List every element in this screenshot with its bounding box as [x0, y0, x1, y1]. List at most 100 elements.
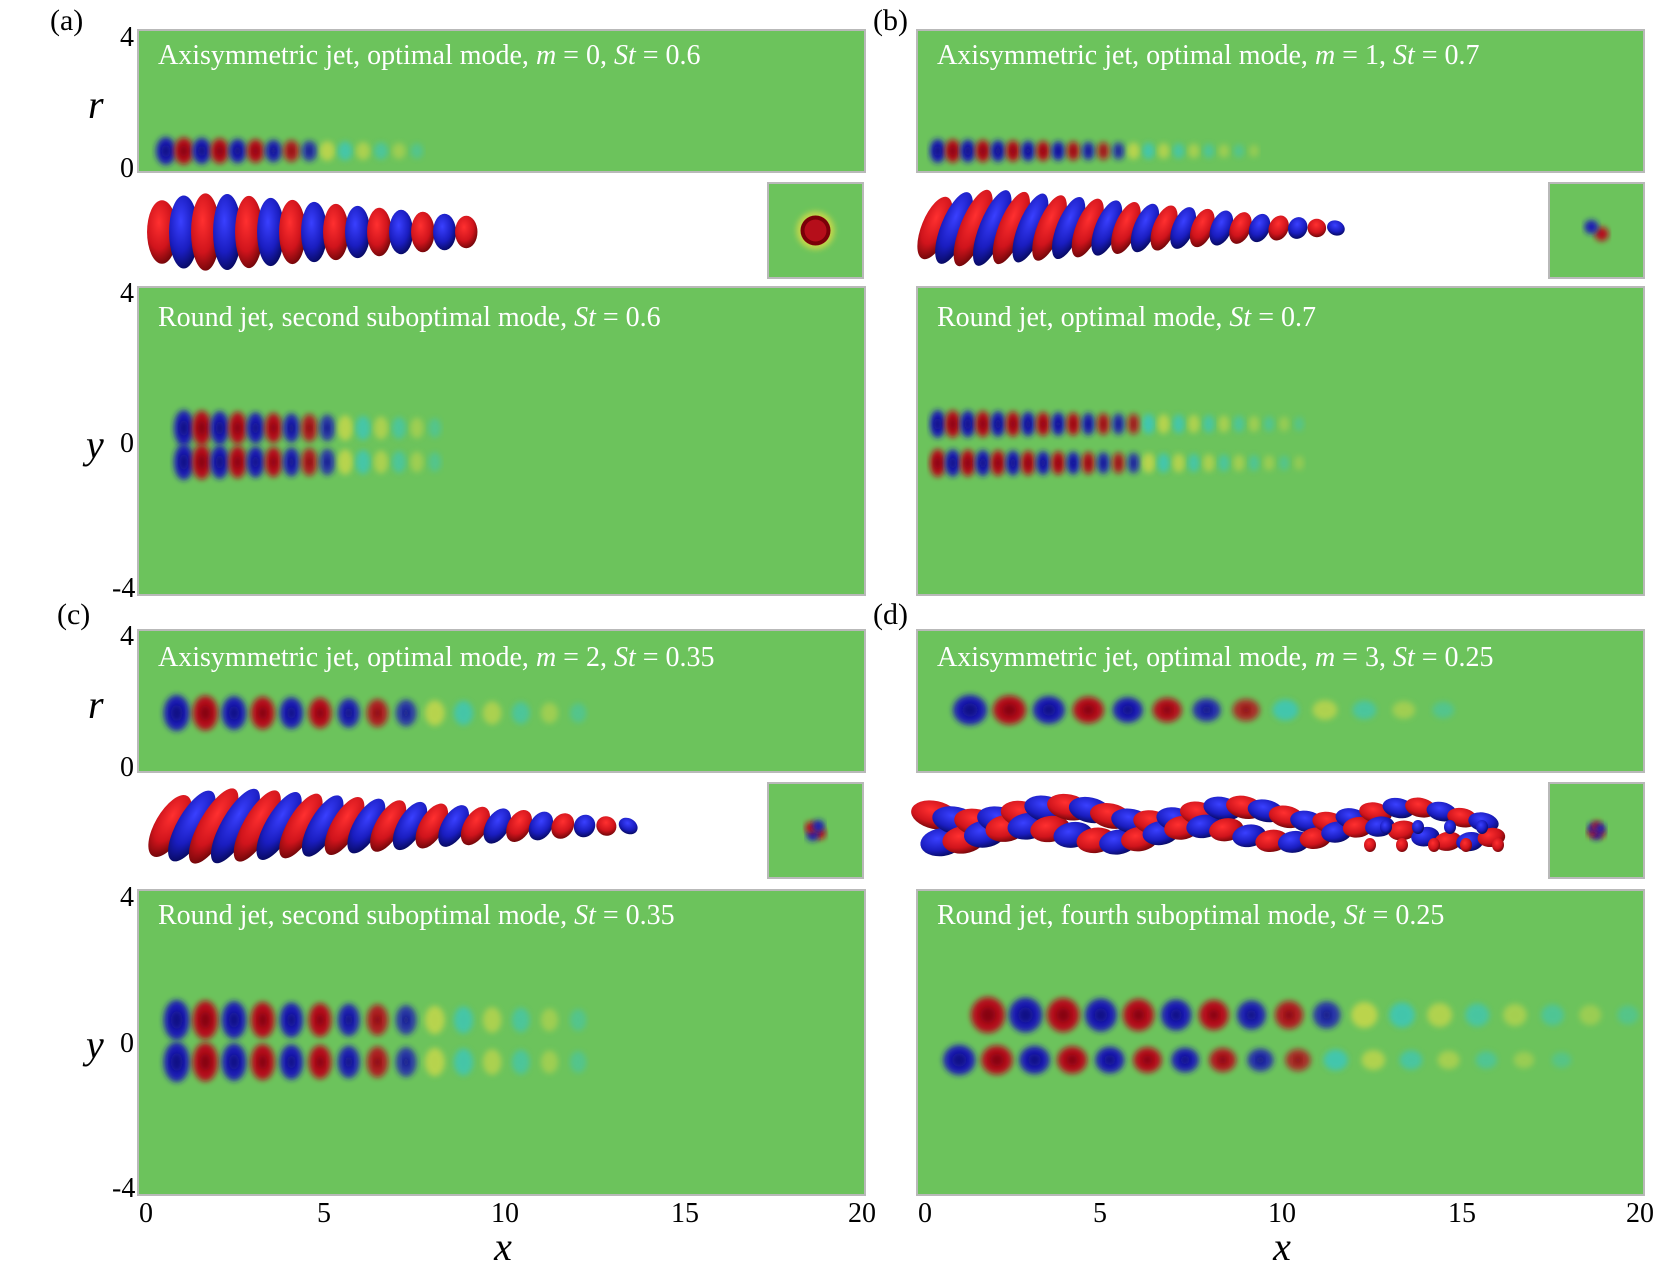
mode-blob — [1187, 453, 1200, 473]
mode-blob-core — [1010, 457, 1016, 469]
isosurface-lobe — [213, 193, 242, 271]
mode-blob-core — [1086, 459, 1091, 467]
title-segment: = 0.35 — [596, 900, 675, 931]
isosurface-lobe — [1051, 196, 1086, 260]
isosurface-lobe — [301, 795, 344, 857]
mode-blob — [1233, 415, 1245, 433]
title-segment: = 2, — [556, 642, 614, 673]
mode-blob-core — [215, 454, 224, 470]
isosurface-lobe — [438, 805, 470, 847]
mode-blob — [392, 451, 406, 473]
isosurface-lobe — [1209, 210, 1234, 246]
mode-blob-core — [995, 146, 1001, 156]
mode-blob — [1617, 1005, 1639, 1025]
title-segment: = 0.6 — [596, 302, 661, 333]
mode-blob-core — [1162, 705, 1172, 715]
mode-blob-core — [307, 147, 312, 155]
mode-blob-core — [288, 457, 295, 467]
mode-blob-core — [1055, 419, 1061, 429]
mode-blob — [1579, 1004, 1602, 1026]
mode-blob-core — [179, 145, 189, 157]
mode-blob-core — [215, 420, 224, 436]
mode-blob-core — [964, 457, 972, 469]
mode-blob-core — [1094, 1008, 1108, 1022]
isosurface-lobe — [1364, 838, 1376, 852]
mode-blob-core — [306, 457, 312, 467]
cross-section-inset-b — [1548, 182, 1645, 279]
title-segment: Round jet, fourth suboptimal mode, — [937, 900, 1344, 931]
field-background — [916, 286, 1645, 596]
cross-section-inset-d — [1548, 782, 1645, 879]
mode-blob-core — [1116, 420, 1121, 428]
mode-blob-core — [258, 1054, 268, 1070]
title-segment: = 0.25 — [1415, 642, 1494, 673]
isosurface-lobe — [1189, 208, 1215, 248]
mode-blob-core — [234, 146, 241, 156]
mode-blob — [355, 449, 371, 475]
mode-blob-core — [197, 145, 206, 157]
mode-blob — [569, 703, 587, 723]
isosurface-lobe — [256, 792, 302, 860]
isosurface-lobe — [953, 189, 993, 267]
mode-blob-core — [1242, 706, 1250, 714]
mode-blob — [337, 415, 353, 441]
mode-blob-core — [403, 1057, 409, 1067]
inset-lobe — [1595, 823, 1606, 834]
mode-blob-core — [1116, 459, 1121, 467]
mode-blob-core — [197, 420, 206, 436]
inset-background — [1548, 182, 1645, 279]
mode-blob-core — [197, 454, 206, 470]
isosurface-lobe — [168, 790, 216, 862]
panel-title-d_bot: Round jet, fourth suboptimal mode, St = … — [937, 900, 1444, 931]
mode-blob-core — [1086, 420, 1091, 428]
mode-blob-core — [179, 453, 189, 471]
tick-x-15-left: 15 — [671, 1198, 699, 1229]
mode-blob — [428, 452, 442, 472]
mode-blob-core — [1142, 1055, 1153, 1065]
mode-blob-core — [1170, 1009, 1182, 1021]
mode-blob-core — [1018, 1007, 1033, 1023]
panel-title-a_bot: Round jet, second suboptimal mode, St = … — [158, 302, 661, 333]
mode-blob — [373, 416, 389, 440]
mode-blob — [1352, 700, 1377, 720]
mode-blob — [1263, 455, 1275, 471]
mode-blob-core — [1055, 147, 1061, 155]
mode-blob-core — [287, 707, 296, 719]
field-panel-d_top — [916, 629, 1645, 773]
mode-blob — [424, 1047, 445, 1077]
mode-blob — [1233, 454, 1245, 472]
mode-blob — [1142, 142, 1155, 160]
mode-blob-core — [964, 418, 972, 430]
mode-blob-core — [199, 1011, 211, 1029]
mode-blob-core — [199, 1053, 211, 1071]
mode-blob-core — [949, 456, 957, 470]
title-segment: St — [1393, 40, 1416, 71]
mode-blob-core — [964, 146, 972, 156]
panel-letter-c: (c) — [57, 598, 90, 631]
mode-blob-core — [979, 457, 987, 469]
isosurface-lobe — [1111, 202, 1141, 254]
isosurface-lobe — [1170, 207, 1197, 249]
mode-blob-core — [170, 1053, 183, 1071]
mode-blob — [1233, 144, 1245, 158]
mode-blob — [1127, 142, 1140, 160]
isosurface-lobe — [235, 195, 263, 269]
mode-blob — [337, 449, 353, 475]
title-segment: m — [536, 40, 556, 71]
mode-blob — [1142, 452, 1155, 474]
tick-r-4-c: 4 — [120, 621, 134, 652]
isosurface-lobe — [1130, 203, 1160, 253]
mode-blob-core — [252, 146, 259, 156]
panel-title-d_top: Axisymmetric jet, optimal mode, m = 3, S… — [937, 642, 1494, 673]
isosurface-lobe — [1412, 820, 1424, 834]
isosurface-lobe — [1492, 838, 1504, 852]
mode-blob — [540, 1008, 559, 1032]
mode-blob-core — [994, 457, 1002, 469]
mode-blob — [1351, 1001, 1378, 1029]
mode-blob — [569, 1051, 587, 1073]
field-panel-c_bot — [137, 889, 866, 1196]
field-background — [916, 889, 1645, 1196]
mode-blob-core — [161, 144, 171, 158]
isosurface-lobe — [433, 213, 456, 251]
mode-blob-core — [325, 424, 330, 432]
